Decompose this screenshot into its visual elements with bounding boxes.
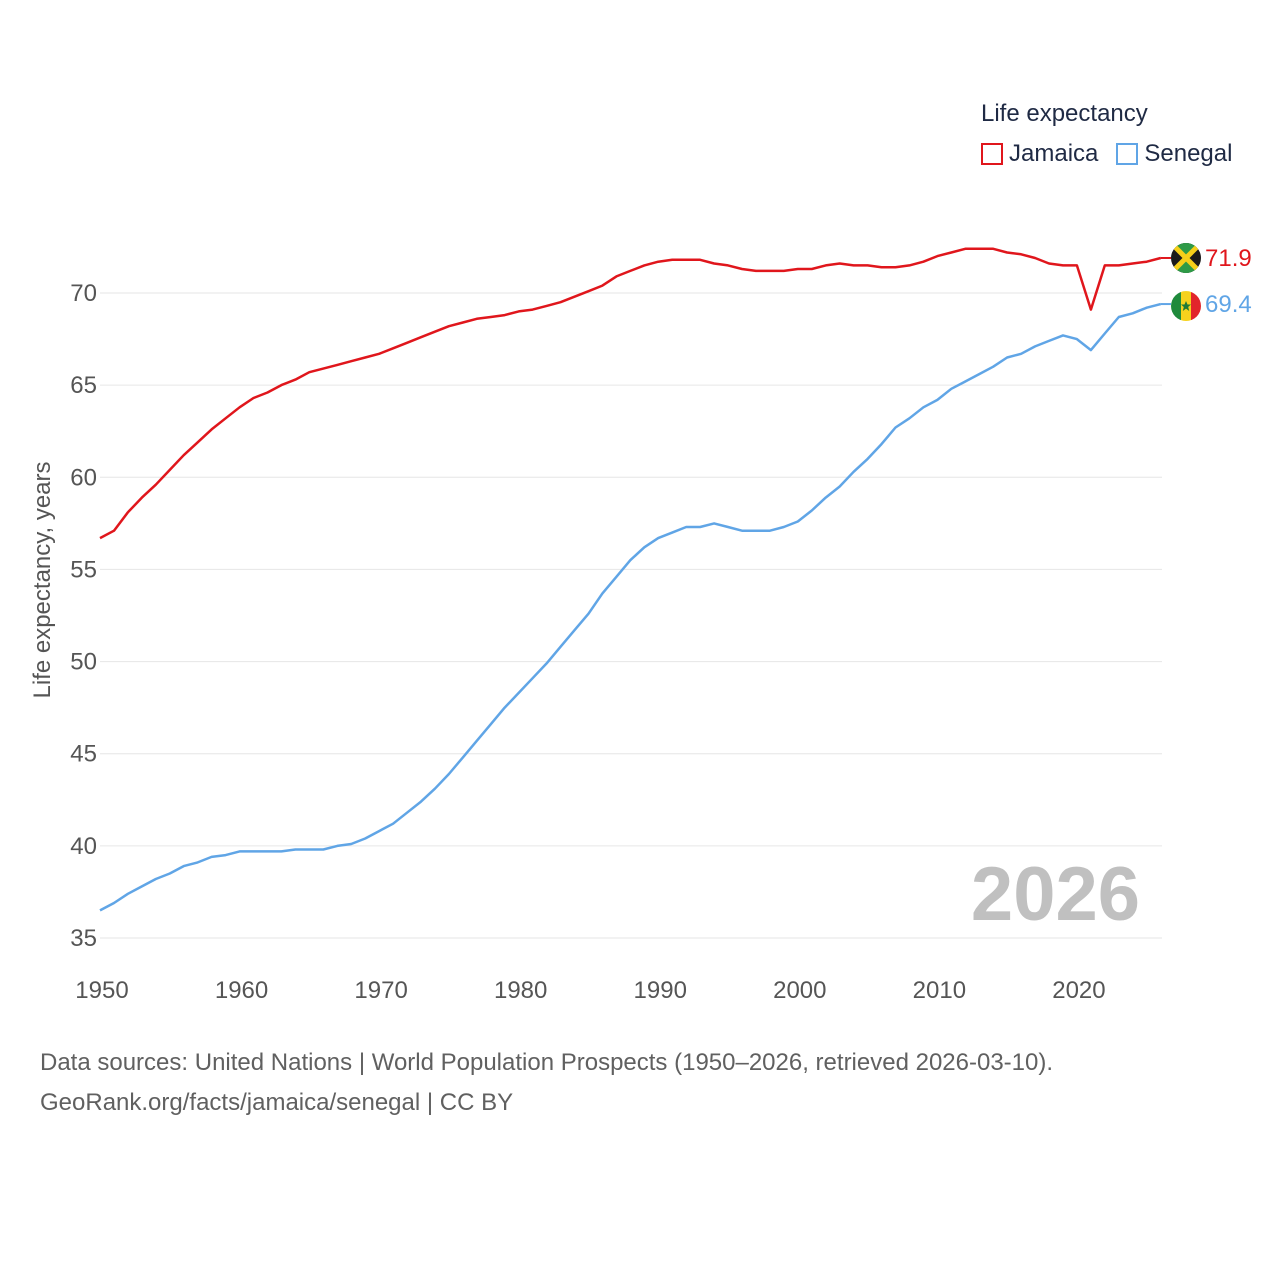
x-axis-ticks: 1950 1960 1970 1980 1990 2000 2010 2020 (75, 977, 1105, 1004)
y-tick-label: 50 (70, 649, 97, 676)
y-tick-label: 60 (70, 464, 97, 491)
x-tick-label: 1990 (634, 977, 687, 1004)
senegal-flag-icon (1171, 291, 1201, 322)
y-tick-label: 70 (70, 280, 97, 307)
series-lines (99, 247, 1162, 912)
y-tick-label: 55 (70, 556, 97, 583)
legend-label-senegal: Senegal (1144, 140, 1233, 167)
legend-label-jamaica: Jamaica (1009, 140, 1099, 167)
legend-swatch-senegal (1116, 143, 1139, 165)
source-note: Data sources: United Nations | World Pop… (40, 1043, 1053, 1123)
legend-item-senegal[interactable]: Senegal (1116, 140, 1232, 168)
y-tick-label: 35 (70, 925, 97, 952)
legend-items: Jamaica Senegal (981, 140, 1250, 168)
legend-title: Life expectancy (981, 100, 1148, 127)
y-axis-label: Life expectancy, years (29, 461, 56, 698)
series-line-senegal (99, 302, 1162, 912)
end-value-senegal: 69.4 (1205, 291, 1252, 318)
x-tick-label: 1980 (494, 977, 547, 1004)
series-line-jamaica (99, 247, 1162, 540)
y-tick-label: 45 (70, 741, 97, 768)
series-end-labels: 71.9 69.4 (1160, 242, 1252, 322)
source-line-1: Data sources: United Nations | World Pop… (40, 1049, 1054, 1076)
legend: Life expectancy Jamaica Senegal (981, 100, 1250, 168)
source-line-2[interactable]: GeoRank.org/facts/jamaica/senegal | CC B… (40, 1089, 514, 1116)
gridlines (100, 292, 1162, 939)
x-tick-label: 1950 (75, 977, 128, 1004)
x-tick-label: 1960 (215, 977, 268, 1004)
y-axis-ticks: 35 40 45 50 55 60 65 70 (70, 280, 97, 952)
legend-item-jamaica[interactable]: Jamaica (981, 140, 1098, 168)
jamaica-flag-icon (1171, 242, 1201, 273)
x-tick-label: 2020 (1052, 977, 1105, 1004)
year-watermark: 2026 (971, 852, 1140, 937)
y-tick-label: 40 (70, 833, 97, 860)
x-tick-label: 1970 (354, 977, 407, 1004)
end-value-jamaica: 71.9 (1205, 245, 1252, 272)
x-tick-label: 2000 (773, 977, 826, 1004)
x-tick-label: 2010 (913, 977, 966, 1004)
legend-swatch-jamaica (981, 143, 1003, 165)
y-tick-label: 65 (70, 372, 97, 399)
